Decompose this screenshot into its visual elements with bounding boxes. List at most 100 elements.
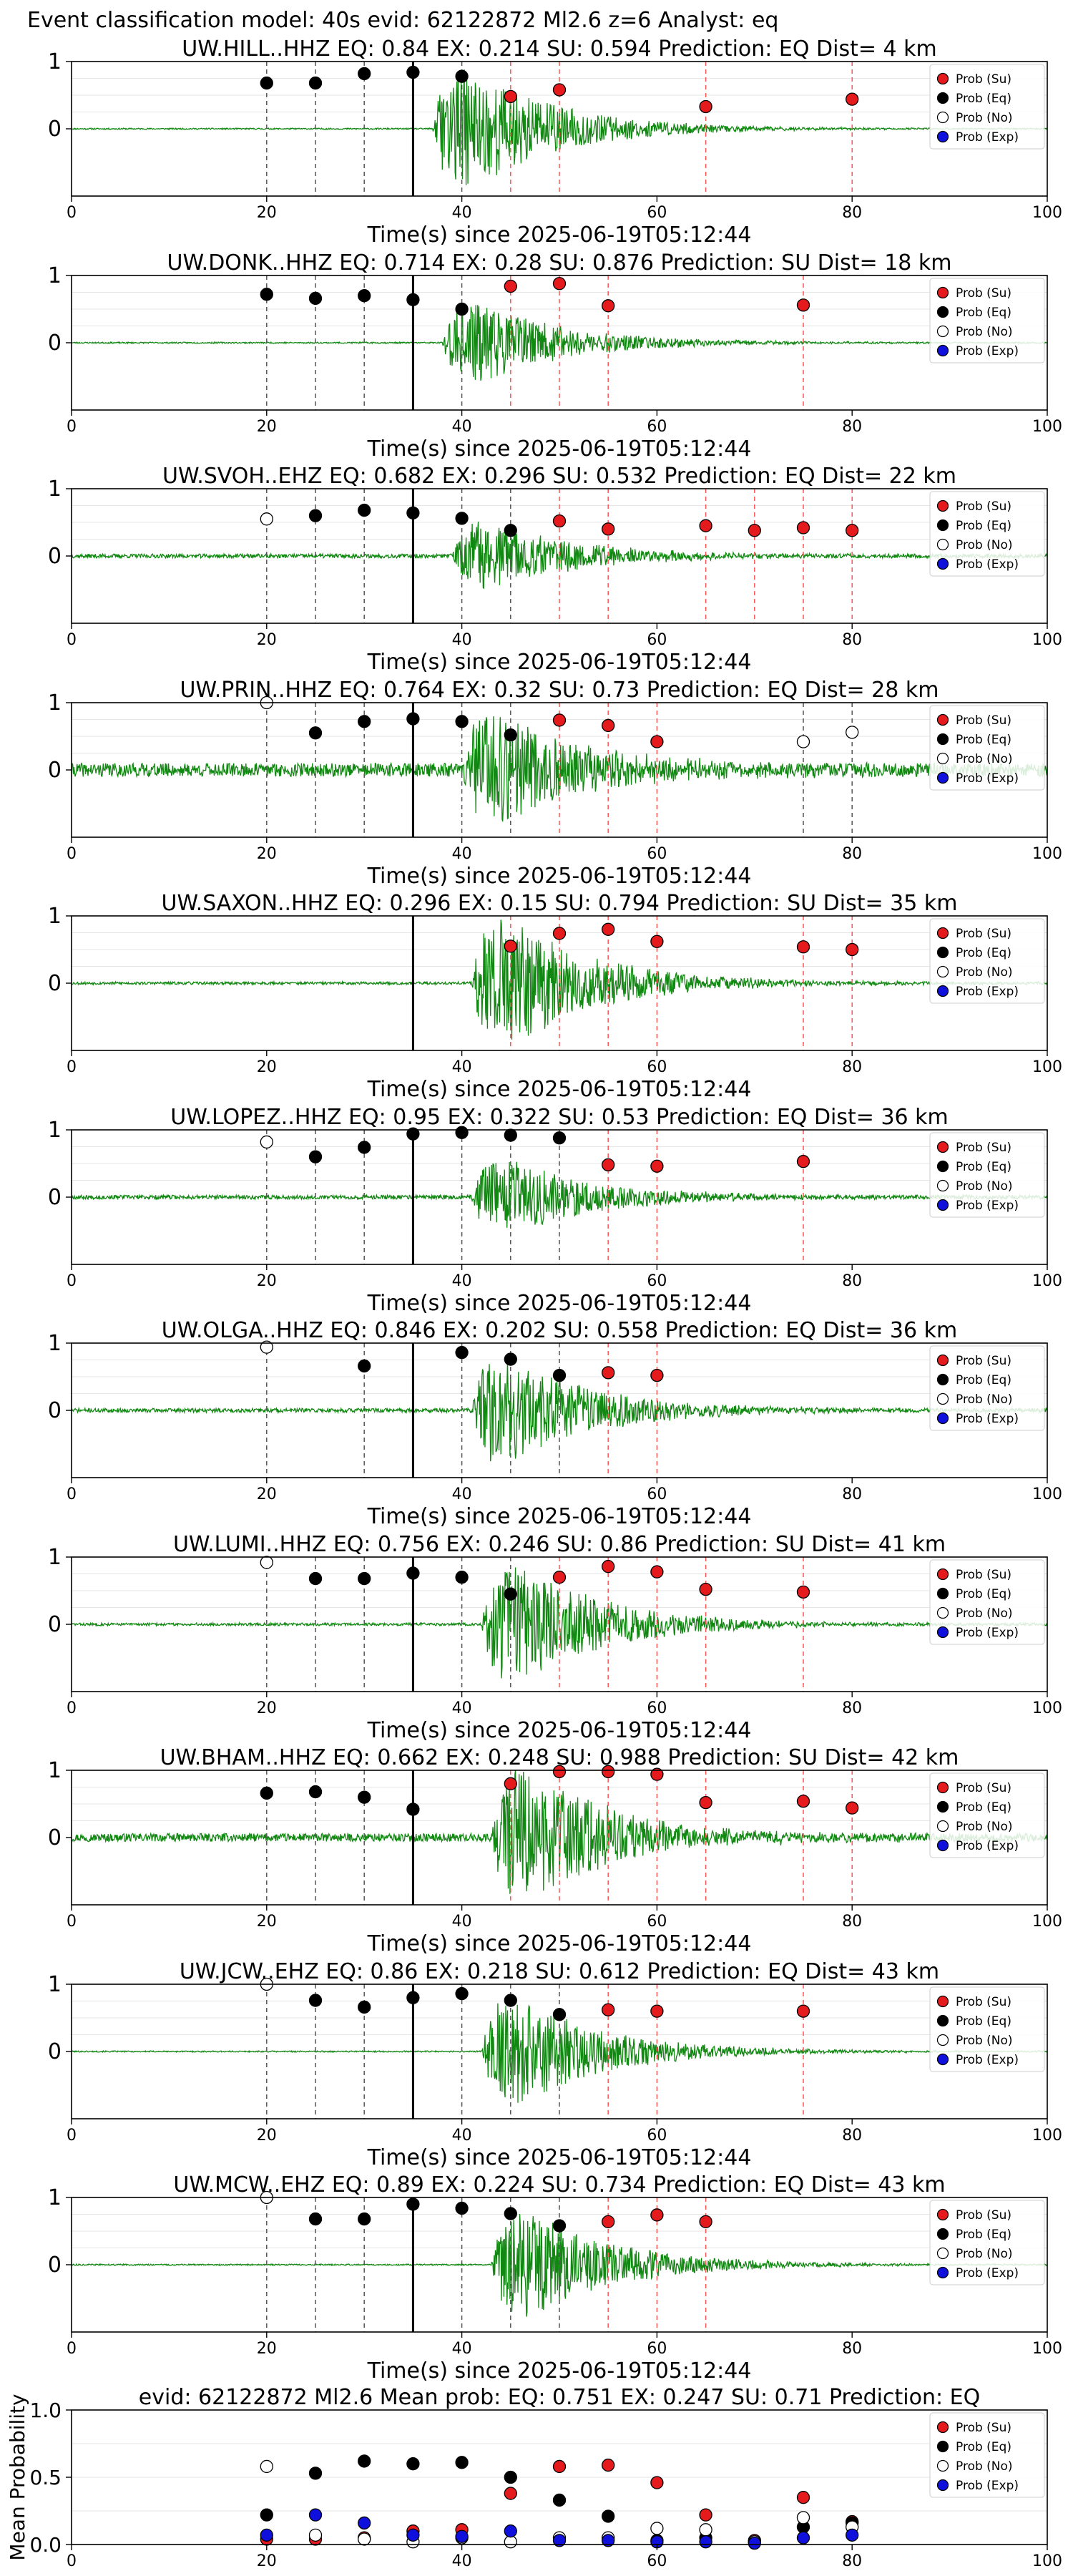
x-tick-label: 40 bbox=[452, 2552, 472, 2570]
legend-marker bbox=[936, 306, 949, 318]
point-prob-su bbox=[504, 89, 517, 104]
point-prob-su bbox=[552, 83, 567, 97]
legend-marker bbox=[936, 1820, 949, 1833]
point-prob-su bbox=[796, 1795, 810, 1808]
y-tick-label: 0 bbox=[48, 1398, 62, 1423]
point-prob-no bbox=[846, 726, 859, 739]
legend-label: Prob (Exp) bbox=[956, 557, 1019, 572]
point-prob-eq bbox=[358, 2000, 371, 2014]
waveform-trace bbox=[71, 1161, 1048, 1228]
x-tick-label: 40 bbox=[452, 1485, 472, 1503]
legend-marker bbox=[936, 965, 949, 978]
point-prob-eq bbox=[455, 1571, 469, 1584]
point-prob-su bbox=[602, 1560, 615, 1574]
x-tick-label: 0 bbox=[67, 1913, 77, 1931]
point-prob-no bbox=[260, 1135, 273, 1149]
x-tick-label: 40 bbox=[452, 1058, 472, 1076]
x-tick-label: 60 bbox=[647, 1058, 667, 1076]
legend-marker bbox=[936, 2208, 949, 2221]
legend-label: Prob (Su) bbox=[956, 2208, 1011, 2223]
legend-label: Prob (Su) bbox=[956, 927, 1011, 941]
point-prob-eq bbox=[308, 2467, 323, 2480]
x-tick-label: 80 bbox=[842, 2552, 862, 2570]
x-tick-label: 0 bbox=[67, 418, 77, 436]
point-prob-no bbox=[260, 512, 273, 526]
y-tick-label: 0 bbox=[48, 1825, 62, 1850]
legend-label: Prob (Su) bbox=[956, 72, 1011, 87]
x-tick-label: 60 bbox=[647, 2127, 667, 2145]
y-tick-label: 0 bbox=[48, 971, 62, 996]
point-prob-su bbox=[552, 514, 567, 528]
x-tick-label: 80 bbox=[842, 1272, 862, 1290]
y-tick-label: 0 bbox=[48, 758, 62, 783]
legend-label: Prob (Exp) bbox=[956, 985, 1019, 999]
point-prob-eq bbox=[406, 2457, 420, 2471]
legend-marker bbox=[936, 2421, 949, 2434]
point-prob-eq bbox=[308, 1150, 323, 1163]
legend-label: Prob (No) bbox=[956, 111, 1013, 125]
legend-label: Prob (No) bbox=[956, 2034, 1013, 2048]
y-tick-label: 0 bbox=[48, 2253, 62, 2278]
legend-label: Prob (Su) bbox=[956, 1141, 1011, 1155]
point-prob-su bbox=[602, 718, 615, 733]
legend-marker bbox=[936, 538, 949, 551]
point-prob-exp bbox=[796, 2531, 810, 2545]
legend-label: Prob (No) bbox=[956, 2459, 1013, 2474]
panel-title: evid: 62122872 Ml2.6 Mean prob: EQ: 0.75… bbox=[139, 2385, 980, 2410]
legend-marker bbox=[936, 557, 949, 570]
legend-label: Prob (Su) bbox=[956, 1568, 1011, 1582]
x-tick-label: 80 bbox=[842, 1699, 862, 1717]
x-tick-label: 0 bbox=[67, 204, 77, 222]
legend-marker bbox=[936, 499, 949, 512]
point-prob-su bbox=[846, 92, 859, 106]
point-prob-su bbox=[699, 519, 712, 532]
legend-label: Prob (Su) bbox=[956, 1781, 1011, 1795]
x-tick-label: 60 bbox=[647, 418, 667, 436]
y-tick-label: 1 bbox=[48, 477, 62, 502]
legend-label: Prob (No) bbox=[956, 752, 1013, 766]
x-tick-label: 100 bbox=[1032, 845, 1062, 863]
legend-label: Prob (Exp) bbox=[956, 130, 1019, 145]
legend-marker bbox=[936, 1839, 949, 1852]
point-prob-su bbox=[650, 1565, 664, 1579]
point-prob-exp bbox=[455, 2529, 469, 2543]
x-axis-label: Time(s) since 2025-06-19T05:12:44 bbox=[367, 864, 752, 889]
legend-label: Prob (Eq) bbox=[956, 519, 1011, 533]
point-prob-no bbox=[308, 2528, 323, 2542]
legend-marker bbox=[936, 2014, 949, 2027]
legend-box bbox=[929, 2200, 1045, 2285]
x-tick-label: 40 bbox=[452, 2127, 472, 2145]
y-tick-label: 1 bbox=[48, 49, 62, 74]
point-prob-eq bbox=[504, 1587, 517, 1601]
point-prob-eq bbox=[552, 2008, 567, 2021]
legend-marker bbox=[936, 325, 949, 338]
x-tick-label: 20 bbox=[257, 1058, 277, 1076]
point-prob-su bbox=[602, 922, 615, 936]
legend-marker bbox=[936, 2440, 949, 2453]
legend-marker bbox=[936, 92, 949, 104]
panel-title: UW.BHAM..HHZ EQ: 0.662 EX: 0.248 SU: 0.9… bbox=[160, 1745, 959, 1770]
x-tick-label: 20 bbox=[257, 1272, 277, 1290]
point-prob-eq bbox=[406, 506, 420, 519]
legend-marker bbox=[936, 130, 949, 143]
panel-2: 0 20 40 60 80 100 1 0 UW.DONK..HHZ EQ: 0.714 EX:… bbox=[48, 250, 1062, 462]
point-prob-su bbox=[552, 1765, 567, 1779]
point-prob-eq bbox=[406, 293, 420, 306]
x-tick-label: 60 bbox=[647, 845, 667, 863]
y-tick-label: 1 bbox=[48, 1331, 62, 1356]
legend-marker bbox=[936, 1354, 949, 1367]
legend-box bbox=[929, 1345, 1045, 1431]
legend-box bbox=[929, 1559, 1045, 1645]
x-tick-label: 20 bbox=[257, 204, 277, 222]
legend: Prob (Su) Prob (Eq) Prob (No) Prob (Exp) bbox=[929, 64, 1045, 150]
point-prob-eq bbox=[406, 1566, 420, 1580]
legend-marker bbox=[936, 713, 949, 726]
x-axis-label: Time(s) since 2025-06-19T05:12:44 bbox=[367, 650, 752, 675]
point-prob-su bbox=[796, 2491, 810, 2504]
legend-marker bbox=[936, 946, 949, 959]
point-prob-eq bbox=[358, 1141, 371, 1154]
legend-marker bbox=[936, 1160, 949, 1173]
y-tick-label: 1.0 bbox=[29, 2399, 62, 2422]
x-tick-label: 20 bbox=[257, 418, 277, 436]
